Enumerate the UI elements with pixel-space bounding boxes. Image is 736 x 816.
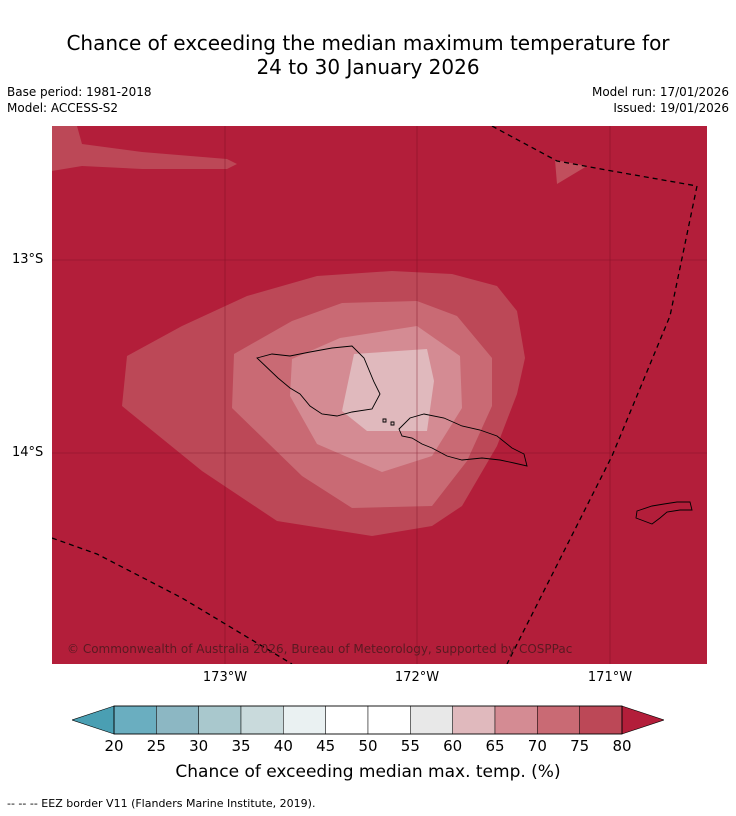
probability-map (52, 126, 707, 664)
coastlines (256, 345, 693, 525)
eez-border-east (506, 185, 698, 664)
colorbar-tick-35: 35 (231, 737, 251, 755)
eez-borders (52, 126, 698, 664)
eez-footnote: -- -- -- EEZ border V11 (Flanders Marine… (7, 797, 316, 810)
colorbar-segment-70-75 (537, 705, 580, 735)
colorbar-tick-65: 65 (485, 737, 505, 755)
eez-border-southwest (52, 537, 293, 664)
tutuila-island (635, 501, 693, 525)
meta-left: Base period: 1981-2018 Model: ACCESS-S2 (7, 84, 152, 116)
manono-islet (382, 418, 387, 423)
colorbar-segments (113, 705, 623, 735)
upolu-island (398, 413, 528, 467)
contour-patch-75-northeast (555, 160, 587, 184)
title-line-1: Chance of exceeding the median maximum t… (66, 31, 670, 55)
colorbar-tick-55: 55 (400, 737, 420, 755)
colorbar-segment-35-40 (240, 705, 284, 735)
colorbar-segment-75-80 (579, 705, 623, 735)
colorbar-segment-60-65 (452, 705, 496, 735)
colorbar-segment-30-35 (198, 705, 242, 735)
colorbar-segment-65-70 (494, 705, 538, 735)
colorbar-segment-45-50 (325, 705, 369, 735)
chart-title: Chance of exceeding the median maximum t… (0, 31, 736, 79)
colorbar-tick-40: 40 (273, 737, 293, 755)
eez-border-north (491, 126, 698, 187)
colorbar-label: Chance of exceeding median max. temp. (%… (175, 762, 561, 782)
colorbar-tick-50: 50 (358, 737, 378, 755)
colorbar-tick-80: 80 (612, 737, 632, 755)
colorbar-tick-30: 30 (189, 737, 209, 755)
colorbar-tick-75: 75 (570, 737, 590, 755)
colorbar-high-arrow (621, 705, 664, 735)
colorbar-segment-25-30 (156, 705, 199, 735)
colorbar-segment-20-25 (113, 705, 157, 735)
colorbar-tick-25: 25 (146, 737, 166, 755)
lat-label-13s: 13°S (12, 252, 44, 267)
meta-right: Model run: 17/01/2026 Issued: 19/01/2026 (592, 84, 729, 116)
colorbar-tick-60: 60 (443, 737, 463, 755)
lon-label-172w: 172°W (394, 670, 440, 685)
colorbar-low-arrow (72, 705, 115, 735)
colorbar-tick-45: 45 (316, 737, 336, 755)
colorbar (72, 705, 664, 735)
colorbar-tick-70: 70 (527, 737, 547, 755)
apolima-islet (390, 421, 395, 426)
model-run: Model run: 17/01/2026 (591, 85, 729, 99)
colorbar-segment-55-60 (410, 705, 453, 735)
savaii-island (256, 345, 381, 417)
colorbar-tick-20: 20 (104, 737, 124, 755)
copyright-notice: © Commonwealth of Australia 2026, Bureau… (67, 642, 573, 656)
lon-label-173w: 173°W (202, 670, 248, 685)
issued-date: Issued: 19/01/2026 (613, 101, 729, 115)
lon-label-171w: 171°W (587, 670, 633, 685)
model-name: Model: ACCESS-S2 (7, 101, 119, 115)
base-period: Base period: 1981-2018 (7, 85, 152, 99)
lat-label-14s: 14°S (12, 445, 44, 460)
title-line-2: 24 to 30 January 2026 (256, 55, 480, 79)
colorbar-frame (113, 705, 623, 735)
contour-band-60 (342, 349, 434, 431)
graticule (52, 126, 707, 664)
colorbar-segment-40-45 (283, 705, 326, 735)
contour-patch-75-northwest (52, 126, 237, 171)
colorbar-segment-50-55 (367, 705, 411, 735)
